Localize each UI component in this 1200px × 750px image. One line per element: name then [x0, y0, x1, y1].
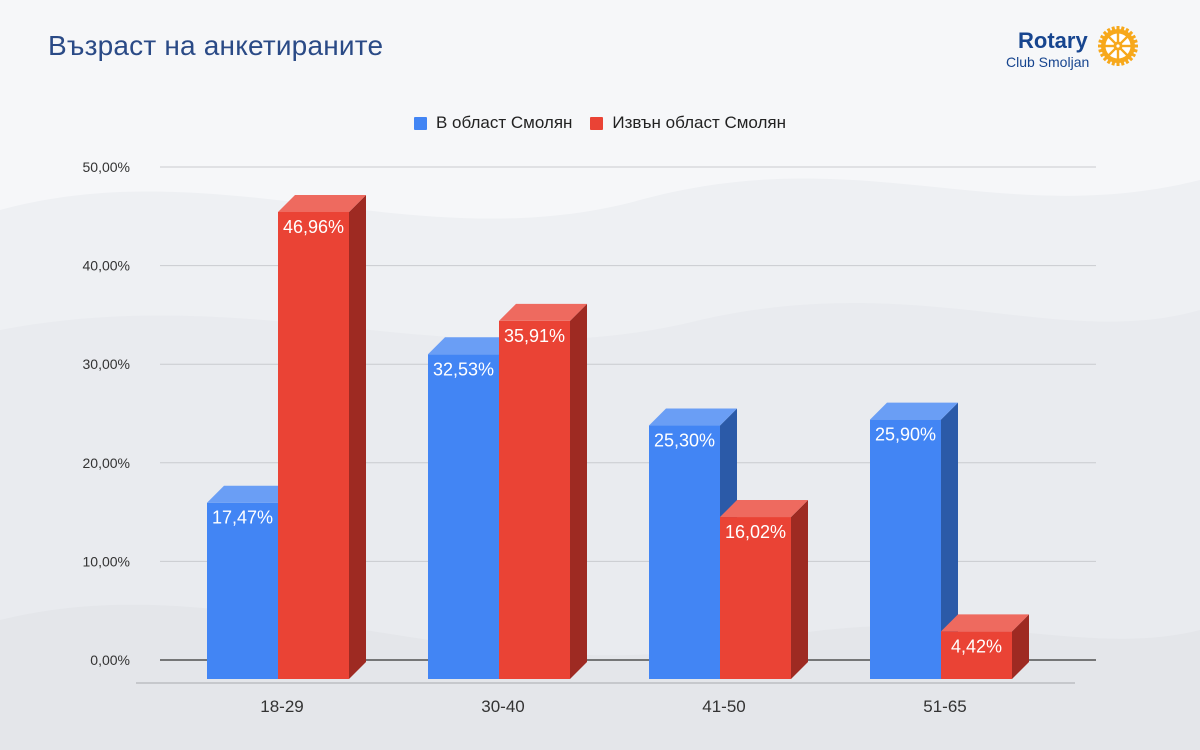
- legend-swatch-series-2: [590, 116, 604, 130]
- wheel-tooth: [1133, 39, 1138, 44]
- y-tick-label: 50,00%: [83, 159, 130, 175]
- bar-top: [649, 408, 737, 426]
- bar-front: [720, 517, 791, 679]
- legend-item-series-2: Извън област Смолян: [590, 113, 786, 133]
- x-tick-label: 18-29: [260, 697, 303, 716]
- rotary-logo: Rotary Club Smoljan: [1000, 22, 1140, 72]
- legend-label-series-1: В област Смолян: [435, 113, 573, 132]
- y-tick-label: 20,00%: [83, 455, 130, 471]
- bar-series-1-51-65: 25,90%: [870, 402, 958, 679]
- bar-front: [941, 631, 1012, 679]
- wheel-tooth: [1134, 44, 1138, 48]
- wheel-tooth: [1098, 39, 1103, 44]
- wheel-tooth: [1133, 48, 1138, 53]
- y-tick-label: 30,00%: [83, 356, 130, 372]
- wheel-tooth: [1106, 27, 1112, 33]
- bar-top: [720, 500, 808, 518]
- y-tick-label: 0,00%: [90, 652, 130, 668]
- wheel-tooth: [1128, 30, 1134, 36]
- bar-front: [428, 354, 499, 679]
- data-label: 46,96%: [283, 217, 344, 237]
- bar-top: [870, 402, 958, 420]
- wheel-tooth: [1120, 26, 1125, 31]
- bar-side: [349, 194, 366, 679]
- wheel-tooth: [1102, 30, 1108, 36]
- bar-side: [791, 500, 808, 679]
- rotary-wheel-icon: [1098, 26, 1138, 66]
- chart-bars: 17,47% 46,96% 32,53% 35,91% 25,30% 16,02% 25,9…: [207, 194, 1029, 679]
- bar-top: [941, 614, 1029, 632]
- wheel-tooth: [1120, 61, 1125, 66]
- bar-front: [499, 320, 570, 679]
- wheel-tooth: [1111, 61, 1116, 66]
- data-label: 25,90%: [875, 425, 936, 445]
- wheel-tooth: [1131, 52, 1137, 58]
- wheel-tooth: [1099, 34, 1105, 40]
- wheel-tooth: [1099, 52, 1105, 58]
- data-label: 4,42%: [951, 636, 1002, 656]
- bar-series-2-41-50: 16,02%: [720, 500, 808, 679]
- bar-side: [941, 402, 958, 679]
- bar-front: [649, 425, 720, 679]
- logo-name: Rotary: [1018, 28, 1088, 53]
- bar-front: [207, 502, 278, 679]
- wheel-tooth: [1124, 27, 1130, 33]
- y-axis: 0,00% 10,00% 20,00% 30,00% 40,00% 50,00%: [83, 159, 130, 668]
- wheel-tooth: [1106, 59, 1112, 65]
- bar-series-2-30-40: 35,91%: [499, 303, 587, 679]
- bar-top: [278, 194, 366, 212]
- x-tick-label: 51-65: [923, 697, 966, 716]
- wheel-tooth: [1098, 44, 1102, 48]
- bar-series-1-41-50: 25,30%: [649, 408, 737, 679]
- data-label: 32,53%: [433, 359, 494, 379]
- bar-top: [499, 303, 587, 321]
- y-tick-label: 10,00%: [83, 553, 130, 569]
- bar-series-2-18-29: 46,96%: [278, 194, 366, 679]
- legend-label-series-2: Извън област Смолян: [612, 113, 787, 132]
- wheel-tooth: [1098, 48, 1103, 53]
- wheel-tooth: [1111, 26, 1116, 31]
- bar-front: [870, 419, 941, 679]
- y-tick-label: 40,00%: [83, 258, 130, 274]
- page-title: Възраст на анкетираните: [48, 30, 384, 61]
- bar-side: [1012, 614, 1029, 679]
- data-label: 16,02%: [725, 522, 786, 542]
- x-axis: 18-29 30-40 41-50 51-65: [260, 697, 966, 716]
- data-label: 17,47%: [212, 508, 273, 528]
- bar-top: [207, 485, 295, 503]
- bar-side: [570, 303, 587, 679]
- legend-swatch-series-1: [413, 116, 427, 130]
- chart-legend: В област Смолян Извън област Смолян: [0, 113, 1200, 133]
- wheel-tooth: [1131, 34, 1137, 40]
- wheel-tooth: [1128, 56, 1134, 62]
- x-tick-label: 41-50: [702, 697, 745, 716]
- wheel-tooth: [1116, 62, 1120, 66]
- logo-subtitle: Club Smoljan: [1006, 54, 1090, 70]
- bar-series-2-51-65: 4,42%: [941, 614, 1029, 679]
- legend-item-series-1: В област Смолян: [413, 113, 573, 133]
- x-tick-label: 30-40: [481, 697, 524, 716]
- data-label: 35,91%: [504, 326, 565, 346]
- bar-top: [428, 337, 516, 355]
- data-label: 25,30%: [654, 431, 715, 451]
- wheel-tooth: [1116, 26, 1120, 30]
- wheel-tooth: [1124, 59, 1130, 65]
- wheel-tooth: [1102, 56, 1108, 62]
- bar-front: [278, 211, 349, 679]
